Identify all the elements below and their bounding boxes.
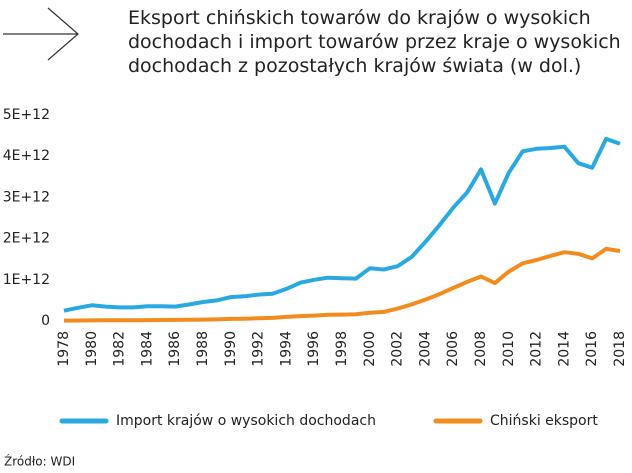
x-tick-label: 2006	[445, 331, 461, 367]
x-tick-label: 2016	[584, 331, 600, 367]
source: Źródło: WDI	[4, 454, 75, 469]
series-line	[63, 246, 621, 323]
x-tick-label: 1992	[251, 331, 267, 367]
x-tick-label: 1996	[306, 331, 322, 367]
y-tick-label: 3E+12	[3, 189, 50, 205]
chart-title: Eksport chińskich towarów do krajów o wy…	[128, 7, 621, 77]
x-tick-label: 2002	[390, 331, 406, 367]
x-tick-label: 2014	[556, 331, 572, 367]
x-tick-label: 2008	[473, 331, 489, 367]
x-tick-label: 1978	[56, 331, 72, 367]
y-tick-label: 5E+12	[3, 107, 50, 123]
x-tick-label: 2000	[362, 331, 378, 367]
y-tick-label: 2E+12	[3, 231, 50, 247]
x-tick-label: 2012	[529, 331, 545, 367]
x-tick-label: 1982	[112, 331, 128, 367]
y-tick-label: 1E+12	[3, 272, 50, 288]
x-tick-label: 1980	[84, 331, 100, 367]
x-tick-label: 1986	[167, 331, 183, 367]
x-tick-label: 2004	[417, 331, 433, 367]
x-tick-label: 1984	[139, 331, 155, 367]
x-tick-label: 1998	[334, 331, 350, 367]
series-line	[63, 136, 621, 313]
arrow-icon	[3, 7, 79, 61]
legend-label: Import krajów o wysokich dochodach	[116, 413, 376, 429]
x-tick-label: 1994	[278, 331, 294, 367]
y-tick-label: 4E+12	[3, 148, 50, 164]
x-tick-label: 2018	[612, 331, 628, 367]
y-tick-label: 0	[41, 313, 50, 329]
x-tick-label: 2010	[501, 331, 517, 367]
x-tick-label: 1988	[195, 331, 211, 367]
legend-label: Chiński eksport	[490, 413, 598, 429]
x-tick-label: 1990	[223, 331, 239, 367]
